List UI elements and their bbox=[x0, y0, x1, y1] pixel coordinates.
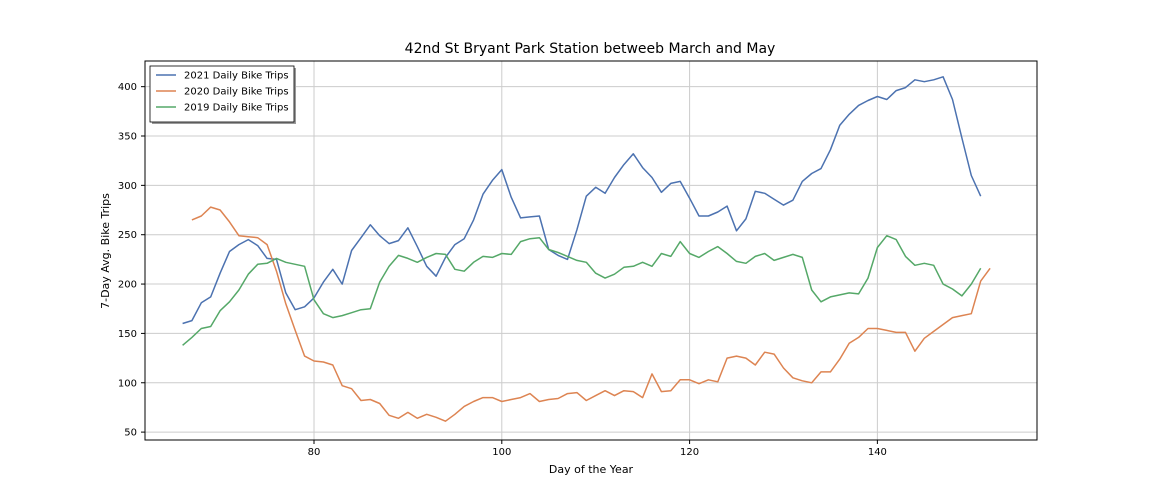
series-lines bbox=[182, 76, 991, 422]
legend-label: 2021 Daily Bike Trips bbox=[184, 71, 289, 82]
grid bbox=[145, 61, 1037, 440]
y-tick-label: 50 bbox=[124, 428, 137, 439]
y-tick-label: 150 bbox=[118, 329, 137, 340]
y-tick-label: 100 bbox=[118, 378, 137, 389]
x-tick-label: 100 bbox=[492, 447, 511, 458]
x-axis-label: Day of the Year bbox=[549, 463, 634, 476]
y-tick-label: 250 bbox=[118, 230, 137, 241]
series-line-2021 bbox=[182, 76, 982, 325]
x-tick-label: 120 bbox=[680, 447, 699, 458]
chart-title: 42nd St Bryant Park Station betweeb Marc… bbox=[405, 41, 776, 57]
x-tick-label: 80 bbox=[308, 447, 321, 458]
series-line-2019 bbox=[182, 234, 982, 346]
plot-area bbox=[144, 60, 1038, 441]
series-line-2020 bbox=[191, 206, 991, 422]
legend-box bbox=[149, 65, 295, 123]
y-tick-label: 300 bbox=[118, 181, 137, 192]
legend: 2021 Daily Bike Trips 2020 Daily Bike Tri… bbox=[149, 65, 296, 124]
plot-background bbox=[145, 61, 1037, 440]
y-axis-label: 7-Day Avg. Bike Trips bbox=[99, 193, 112, 309]
legend-label: 2019 Daily Bike Trips bbox=[184, 103, 289, 114]
axis-ticks: 80 100 120 140 50 100 150 200 250 300 350 400 bbox=[118, 82, 887, 458]
legend-label: 2020 Daily Bike Trips bbox=[184, 87, 289, 98]
plot-frame bbox=[144, 60, 1038, 441]
y-tick-label: 350 bbox=[118, 132, 137, 143]
y-tick-label: 400 bbox=[118, 82, 137, 93]
y-tick-label: 200 bbox=[118, 280, 137, 291]
x-tick-label: 140 bbox=[868, 447, 887, 458]
